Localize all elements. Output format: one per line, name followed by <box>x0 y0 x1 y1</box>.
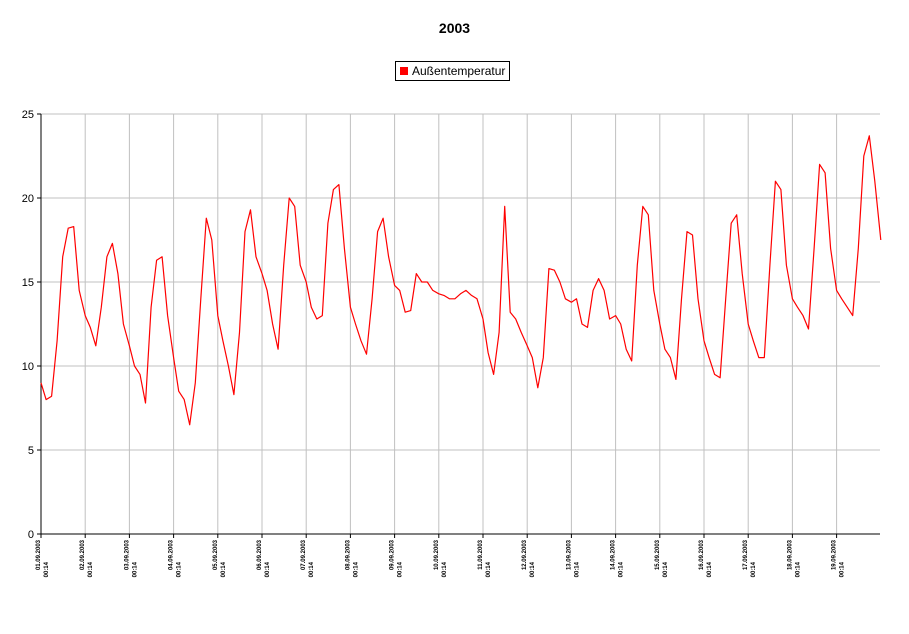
x-tick-date: 16.09.2003 <box>699 539 705 570</box>
x-tick-date: 02.09.2003 <box>80 539 86 570</box>
axes <box>40 114 880 535</box>
x-tick-date: 17.09.2003 <box>743 539 749 570</box>
x-tick-label: 05.09.2003 00:14 <box>213 539 227 577</box>
x-tick-date: 19.09.2003 <box>832 539 838 570</box>
x-tick-time: 00:14 <box>795 561 801 577</box>
x-tick-date: 05.09.2003 <box>213 539 219 570</box>
x-tick-label: 06.09.2003 00:14 <box>257 539 271 577</box>
x-tick-label: 09.09.2003 00:14 <box>390 539 404 577</box>
y-tick-label: 10 <box>22 361 34 373</box>
x-tick-date: 03.09.2003 <box>124 539 130 570</box>
legend: Außentemperatur <box>395 61 511 81</box>
x-tick-date: 06.09.2003 <box>257 539 263 570</box>
x-tick-time: 00:14 <box>44 561 50 577</box>
x-tick-label: 03.09.2003 00:14 <box>124 539 138 577</box>
x-tick-label: 18.09.2003 00:14 <box>787 539 801 577</box>
y-tick-label: 25 <box>22 109 34 121</box>
x-tick-label: 01.09.2003 00:14 <box>36 539 50 577</box>
x-tick-label: 19.09.2003 00:14 <box>832 539 846 577</box>
x-tick-time: 00:14 <box>707 561 713 577</box>
x-tick-time: 00:14 <box>442 561 448 577</box>
x-tick-label: 15.09.2003 00:14 <box>655 539 669 577</box>
x-tick-date: 14.09.2003 <box>611 539 617 570</box>
y-tick-label: 5 <box>28 445 34 457</box>
x-tick-time: 00:14 <box>486 561 492 577</box>
x-tick-time: 00:14 <box>309 561 315 577</box>
x-tick-time: 00:14 <box>398 561 404 577</box>
chart-title: 2003 <box>438 20 471 36</box>
x-tick-time: 00:14 <box>530 561 536 577</box>
legend-label: Außentemperatur <box>412 64 506 78</box>
series-line-aussentemperatur <box>40 135 882 426</box>
x-tick-date: 13.09.2003 <box>566 539 572 570</box>
x-tick-time: 00:14 <box>132 561 138 577</box>
x-tick-time: 00:14 <box>751 561 757 577</box>
x-tick-date: 01.09.2003 <box>36 539 42 570</box>
x-tick-date: 07.09.2003 <box>301 539 307 570</box>
x-axis-ticks: 01.09.2003 00:14 02.09.2003 00:14 03.09.2003… <box>36 534 846 577</box>
x-tick-label: 17.09.2003 00:14 <box>743 539 757 577</box>
x-tick-time: 00:14 <box>221 561 227 577</box>
x-tick-time: 00:14 <box>663 561 669 577</box>
legend-swatch <box>400 67 408 75</box>
x-tick-label: 14.09.2003 00:14 <box>611 539 625 577</box>
x-tick-label: 08.09.2003 00:14 <box>345 539 359 577</box>
y-tick-label: 15 <box>22 277 34 289</box>
plot-area <box>41 114 880 534</box>
x-tick-date: 12.09.2003 <box>522 539 528 570</box>
x-tick-label: 11.09.2003 00:14 <box>478 539 492 577</box>
x-tick-time: 00:14 <box>353 561 359 577</box>
y-tick-label: 0 <box>28 529 34 541</box>
x-tick-date: 10.09.2003 <box>434 539 440 570</box>
series-layer <box>40 135 882 426</box>
x-tick-time: 00:14 <box>619 561 625 577</box>
x-tick-label: 04.09.2003 00:14 <box>169 539 183 577</box>
x-tick-date: 18.09.2003 <box>787 539 793 570</box>
grid <box>41 113 880 534</box>
x-tick-label: 10.09.2003 00:14 <box>434 539 448 577</box>
x-tick-date: 09.09.2003 <box>390 539 396 570</box>
x-tick-label: 16.09.2003 00:14 <box>699 539 713 577</box>
x-tick-date: 11.09.2003 <box>478 539 484 569</box>
x-tick-date: 08.09.2003 <box>345 539 351 570</box>
x-tick-date: 15.09.2003 <box>655 539 661 570</box>
x-tick-label: 13.09.2003 00:14 <box>566 539 580 577</box>
x-tick-label: 07.09.2003 00:14 <box>301 539 315 577</box>
y-tick-label: 20 <box>22 193 34 205</box>
x-tick-time: 00:14 <box>88 561 94 577</box>
x-tick-time: 00:14 <box>840 561 846 577</box>
x-tick-time: 00:14 <box>265 561 271 577</box>
x-tick-date: 04.09.2003 <box>169 539 175 570</box>
x-tick-label: 02.09.2003 00:14 <box>80 539 94 577</box>
x-tick-label: 12.09.2003 00:14 <box>522 539 536 577</box>
y-axis-ticks: 0 5 10 15 20 25 <box>22 109 41 541</box>
x-tick-time: 00:14 <box>574 561 580 577</box>
x-tick-time: 00:14 <box>177 561 183 577</box>
